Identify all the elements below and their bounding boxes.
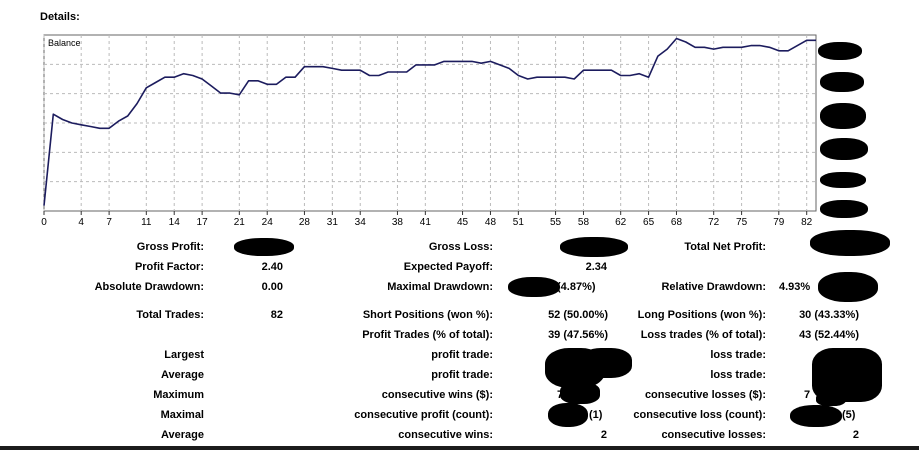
profit-factor-label: Profit Factor: bbox=[134, 261, 204, 273]
chart-title: Balance bbox=[48, 38, 81, 48]
chart-x-tick-label: 58 bbox=[578, 217, 590, 228]
gross-profit-value-redacted bbox=[234, 238, 294, 256]
relative-drawdown-value: 4.93% bbox=[779, 281, 811, 293]
chart-x-tick-label: 38 bbox=[392, 217, 404, 228]
average-consecutive-label: Average bbox=[160, 429, 204, 441]
largest-label: Largest bbox=[164, 349, 204, 361]
long-positions-value: 30 (43.33%) bbox=[799, 309, 859, 321]
chart-series-line-balance bbox=[43, 37, 816, 206]
chart-x-tick-label: 55 bbox=[550, 217, 562, 228]
chart-x-tick-label: 21 bbox=[234, 217, 246, 228]
loss-count-redacted bbox=[790, 405, 842, 427]
largest-profit-trade-label: profit trade: bbox=[431, 349, 493, 361]
loss-trade-values-redacted bbox=[816, 392, 846, 406]
chart-x-tick-label: 34 bbox=[355, 217, 367, 228]
average-label: Average bbox=[160, 369, 204, 381]
avg-consecutive-losses-label: consecutive losses: bbox=[661, 429, 766, 441]
total-net-profit-label: Total Net Profit: bbox=[684, 241, 766, 253]
max-consecutive-profit-value: (1) bbox=[589, 409, 603, 421]
average-profit-trade-label: profit trade: bbox=[431, 369, 493, 381]
max-consecutive-wins-label: consecutive wins ($): bbox=[381, 389, 493, 401]
gross-loss-label: Gross Loss: bbox=[428, 241, 493, 253]
chart-x-tick-label: 28 bbox=[299, 217, 311, 228]
consecutive-values-redacted bbox=[560, 382, 600, 404]
max-consecutive-losses-value: 7 bbox=[804, 389, 811, 401]
relative-drawdown-label: Relative Drawdown: bbox=[661, 281, 766, 293]
chart-x-tick-label: 24 bbox=[262, 217, 274, 228]
chart-x-tick-label: 75 bbox=[736, 217, 748, 228]
chart-x-tick-label: 62 bbox=[615, 217, 627, 228]
redaction-mark bbox=[820, 72, 864, 92]
gross-profit-label: Gross Profit: bbox=[136, 241, 204, 253]
chart-x-tick-label: 4 bbox=[78, 217, 84, 228]
chart-x-tick-label: 41 bbox=[420, 217, 432, 228]
total-trades-value: 82 bbox=[270, 309, 283, 321]
consecutive-values-redacted bbox=[548, 403, 588, 427]
balance-chart-svg: 0 4 7 11 14 17 21 24 28 31 34 38 41 45 48 51 55 58 62 65 68 7… bbox=[41, 34, 817, 228]
chart-x-tick-label: 48 bbox=[485, 217, 497, 228]
chart-x-tick-label: 11 bbox=[141, 217, 152, 228]
maximum-label: Maximum bbox=[153, 389, 204, 401]
details-heading: Details: bbox=[40, 11, 80, 23]
expected-payoff-value: 2.34 bbox=[585, 261, 607, 273]
expected-payoff-label: Expected Payoff: bbox=[403, 261, 493, 273]
profit-trades-value: 39 (47.56%) bbox=[548, 329, 608, 341]
bottom-border bbox=[0, 446, 919, 450]
chart-x-tick-label: 79 bbox=[773, 217, 785, 228]
chart-x-tick-label: 17 bbox=[197, 217, 209, 228]
largest-loss-trade-label: loss trade: bbox=[710, 349, 766, 361]
total-net-profit-value-redacted bbox=[810, 230, 890, 256]
chart-x-tick-label: 65 bbox=[643, 217, 655, 228]
long-positions-label: Long Positions (won %): bbox=[637, 309, 766, 321]
chart-x-tick-label: 0 bbox=[41, 217, 47, 228]
chart-x-tick-label: 45 bbox=[457, 217, 469, 228]
total-trades-label: Total Trades: bbox=[136, 309, 204, 321]
redaction-mark bbox=[820, 103, 866, 129]
maximal-drawdown-redacted bbox=[508, 277, 560, 297]
redaction-mark bbox=[820, 172, 866, 188]
short-positions-value: 52 (50.00%) bbox=[548, 309, 608, 321]
relative-drawdown-redacted bbox=[818, 272, 878, 302]
chart-x-tick-label: 72 bbox=[708, 217, 720, 228]
profit-trade-values-redacted bbox=[580, 348, 632, 378]
loss-trades-value: 43 (52.44%) bbox=[799, 329, 859, 341]
chart-x-tick-label: 31 bbox=[327, 217, 339, 228]
chart-x-tick-label: 7 bbox=[106, 217, 112, 228]
chart-x-tick-label: 14 bbox=[169, 217, 181, 228]
loss-trades-label: Loss trades (% of total): bbox=[640, 329, 766, 341]
chart-x-tick-label: 51 bbox=[513, 217, 525, 228]
redaction-mark bbox=[820, 138, 868, 160]
maximal-label: Maximal bbox=[160, 409, 204, 421]
redaction-mark bbox=[818, 42, 862, 60]
absolute-drawdown-value: 0.00 bbox=[261, 281, 283, 293]
max-consecutive-loss-value: (5) bbox=[842, 409, 856, 421]
max-consecutive-loss-label: consecutive loss (count): bbox=[633, 409, 766, 421]
avg-consecutive-wins-value: 2 bbox=[600, 429, 607, 441]
profit-trades-label: Profit Trades (% of total): bbox=[362, 329, 493, 341]
redaction-mark bbox=[820, 200, 868, 218]
gross-loss-value-redacted bbox=[560, 237, 628, 257]
short-positions-label: Short Positions (won %): bbox=[362, 309, 493, 321]
profit-factor-value: 2.40 bbox=[261, 261, 283, 273]
average-loss-trade-label: loss trade: bbox=[710, 369, 766, 381]
chart-x-tick-label: 82 bbox=[801, 217, 813, 228]
avg-consecutive-losses-value: 2 bbox=[852, 429, 859, 441]
absolute-drawdown-label: Absolute Drawdown: bbox=[94, 281, 204, 293]
chart-x-tick-label: 68 bbox=[671, 217, 683, 228]
max-consecutive-profit-label: consecutive profit (count): bbox=[354, 409, 493, 421]
maximal-drawdown-value: (4.87%) bbox=[557, 281, 596, 293]
avg-consecutive-wins-label: consecutive wins: bbox=[398, 429, 493, 441]
maximal-drawdown-label: Maximal Drawdown: bbox=[387, 281, 493, 293]
max-consecutive-losses-label: consecutive losses ($): bbox=[644, 389, 766, 401]
